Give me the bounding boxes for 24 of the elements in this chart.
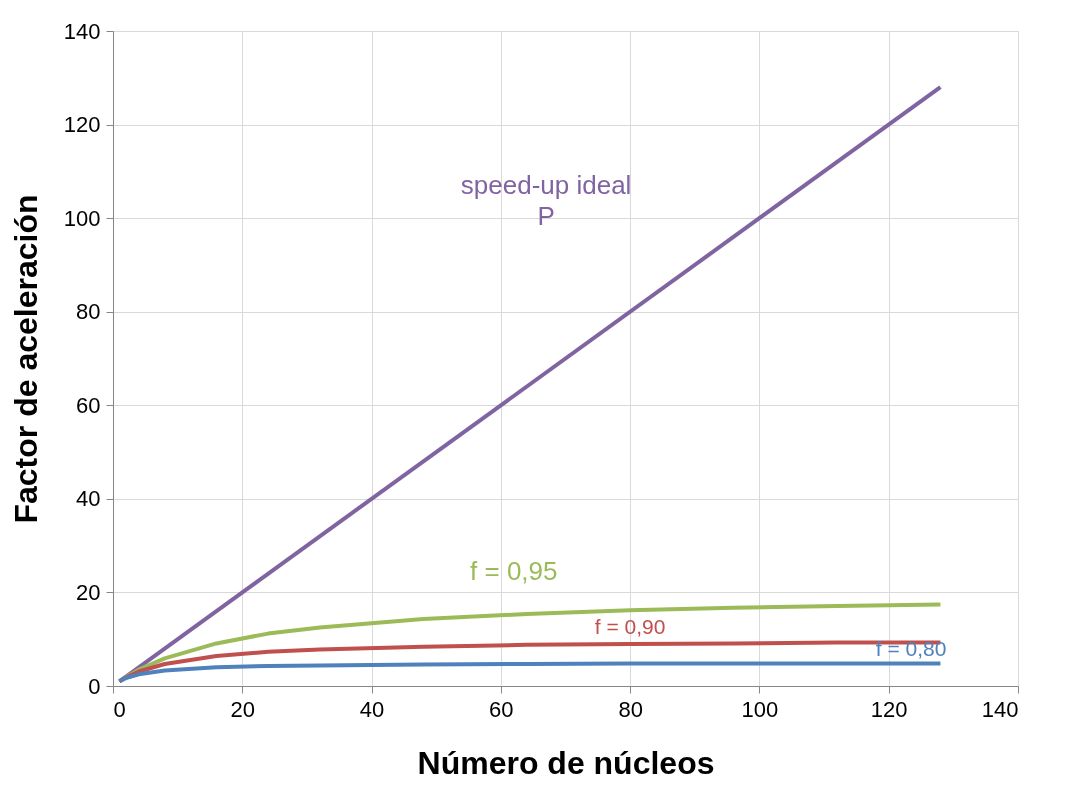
y-tick-label: 60: [76, 392, 101, 418]
annotation: P: [537, 201, 555, 232]
series-label: f = 0,80: [875, 636, 947, 660]
x-tick-label: 120: [870, 696, 908, 722]
y-tick-label: 80: [76, 299, 101, 325]
y-tick-label: 120: [63, 112, 101, 138]
y-tick-label: 140: [63, 18, 101, 44]
x-tick-label: 60: [489, 696, 514, 722]
y-tick-label: 100: [63, 205, 101, 231]
x-tick-label: 40: [359, 696, 385, 722]
y-tick-label: 40: [76, 486, 101, 512]
x-tick-label: 20: [230, 696, 256, 722]
series-label: f = 0,90: [594, 615, 666, 639]
series-label: f = 0,95: [470, 556, 558, 587]
line-series: [117, 661, 943, 684]
x-tick-label: 0: [113, 696, 126, 722]
x-tick-label: 100: [741, 696, 779, 722]
x-tick-label: 80: [618, 696, 643, 722]
y-tick-label: 20: [76, 579, 101, 605]
text: speed-up ideal: [460, 170, 632, 201]
x-tick-label: 140: [981, 696, 1019, 722]
x-axis-title: Número de núcleos: [417, 744, 715, 781]
y-tick-label: 0: [88, 673, 101, 699]
y-axis-title: Factor de aceleración: [7, 194, 44, 524]
